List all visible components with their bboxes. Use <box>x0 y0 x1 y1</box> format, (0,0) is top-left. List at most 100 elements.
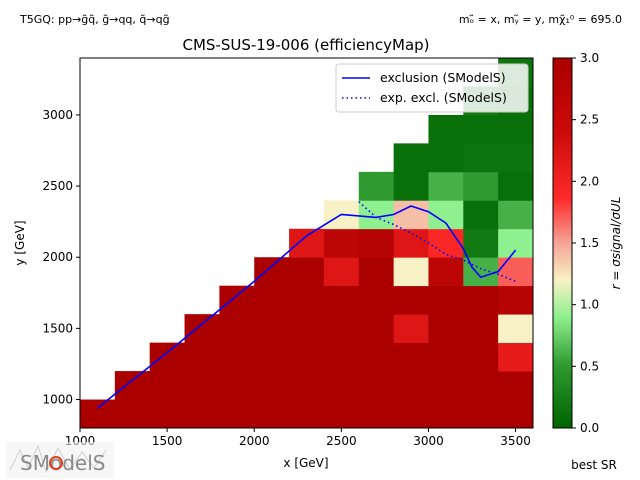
heatmap-cell <box>219 371 255 400</box>
heatmap-cell <box>428 257 464 287</box>
heatmap-cell <box>428 171 464 201</box>
colorbar-tick-label: 0.0 <box>580 421 599 435</box>
y-tick-label: 2500 <box>42 179 73 193</box>
heatmap-cells <box>80 58 534 429</box>
y-tick-label: 1000 <box>42 393 73 407</box>
process-label: T5GQ: pp→g̃q̃, g̃→qq, q̃→qg̃ <box>19 13 170 26</box>
heatmap-cell <box>114 371 151 400</box>
heatmap-cell <box>428 114 464 144</box>
colorbar-gradient <box>552 57 573 429</box>
heatmap-cell <box>323 342 360 372</box>
heatmap-cell <box>393 314 429 344</box>
heatmap-cell <box>428 314 464 344</box>
y-axis-ticks: 1000 1500 2000 2500 3000 <box>42 108 80 407</box>
logo-scribble <box>9 444 107 474</box>
heatmap-cell <box>219 399 255 429</box>
heatmap-cell <box>149 371 185 400</box>
heatmap-cell <box>463 285 499 315</box>
heatmap-cell <box>184 371 220 400</box>
heatmap-cell <box>393 171 429 201</box>
heatmap-cell <box>393 200 429 230</box>
heatmap-cell <box>184 399 220 429</box>
legend-label-exclusion: exclusion (SModelS) <box>380 70 506 85</box>
heatmap-cell <box>393 399 429 429</box>
heatmap-cell <box>323 228 360 258</box>
expected-exclusion-line <box>358 201 516 283</box>
heatmap-cell <box>358 342 395 372</box>
heatmap-cell <box>80 399 116 429</box>
heatmap-cell <box>463 143 499 173</box>
heatmap-cell <box>289 314 325 344</box>
colorbar-tick-label: 2.0 <box>580 174 599 188</box>
heatmap-cell <box>323 285 360 315</box>
y-axis-label: y [GeV] <box>13 220 27 265</box>
colorbar: 0.0 0.5 1.0 1.5 2.0 2.5 3.0 r = σsignal/σUL <box>552 51 623 435</box>
logo-ring <box>49 456 63 470</box>
x-tick-label: 3000 <box>413 434 444 448</box>
best-sr-label: best SR <box>571 458 617 472</box>
colorbar-tick-label: 2.5 <box>580 113 599 127</box>
heatmap-cell <box>149 399 185 429</box>
smodels-logo: SModelS <box>6 442 114 478</box>
heatmap-cell <box>323 399 360 429</box>
heatmap-cell <box>498 171 534 201</box>
x-tick-label: 2500 <box>326 434 357 448</box>
heatmap-cell <box>463 114 499 144</box>
exclusion-lines <box>96 201 517 409</box>
heatmap-cell <box>254 399 290 429</box>
heatmap-cell <box>498 285 534 315</box>
heatmap-cell <box>463 171 499 201</box>
colorbar-ticks: 0.0 0.5 1.0 1.5 2.0 2.5 3.0 <box>572 51 599 435</box>
heatmap-cell <box>463 314 499 344</box>
heatmap-cell <box>149 342 185 372</box>
mass-label: mₒ̃ = x, mᵧ̃ = y, mχ̃₁⁰ = 695.0 <box>459 13 622 26</box>
heatmap-cell <box>289 342 325 372</box>
legend-label-expected: exp. excl. (SModelS) <box>380 90 507 105</box>
plot-frame <box>79 57 534 429</box>
heatmap-cell <box>428 371 464 400</box>
heatmap-cell <box>289 399 325 429</box>
heatmap-cell <box>323 314 360 344</box>
heatmap-cell <box>498 314 534 344</box>
colorbar-tick-label: 0.5 <box>580 359 599 373</box>
heatmap-cell <box>289 285 325 315</box>
heatmap-cell <box>254 342 290 372</box>
heatmap-cell <box>323 257 360 287</box>
heatmap-cell <box>498 342 534 372</box>
plot-area: 1000 1500 2000 2500 3000 3500 1000 1500 2000 250… <box>42 57 534 448</box>
exclusion-line <box>96 205 517 409</box>
heatmap-cell <box>393 285 429 315</box>
heatmap-cell <box>219 285 255 315</box>
heatmap-cell <box>358 399 395 429</box>
colorbar-tick-label: 3.0 <box>580 51 599 65</box>
heatmap-cell <box>498 114 534 144</box>
heatmap-cell <box>289 371 325 400</box>
x-tick-label: 1500 <box>152 434 183 448</box>
heatmap-cell <box>393 342 429 372</box>
heatmap-cell <box>498 399 534 429</box>
heatmap-cell <box>393 228 429 258</box>
y-tick-label: 1500 <box>42 321 73 335</box>
heatmap-cell <box>184 314 220 344</box>
heatmap-cell <box>393 257 429 287</box>
heatmap-cell <box>428 342 464 372</box>
x-tick-label: 2000 <box>239 434 270 448</box>
heatmap-cell <box>428 228 464 258</box>
colorbar-tick-label: 1.0 <box>580 298 599 312</box>
heatmap-cell <box>498 257 534 287</box>
legend-box <box>335 63 529 113</box>
heatmap-cell <box>358 371 395 400</box>
heatmap-cell <box>428 399 464 429</box>
heatmap-cell <box>358 314 395 344</box>
heatmap-cell <box>254 257 290 287</box>
heatmap-cell <box>463 371 499 400</box>
y-tick-label: 2000 <box>42 250 73 264</box>
heatmap-cell <box>358 228 395 258</box>
heatmap-cell <box>498 371 534 400</box>
heatmap-cell <box>219 342 255 372</box>
heatmap-cell <box>289 257 325 287</box>
heatmap-cell <box>498 200 534 230</box>
heatmap-cell <box>393 371 429 400</box>
heatmap-cell <box>114 399 151 429</box>
legend: exclusion (SModelS) exp. excl. (SModelS) <box>335 63 529 113</box>
